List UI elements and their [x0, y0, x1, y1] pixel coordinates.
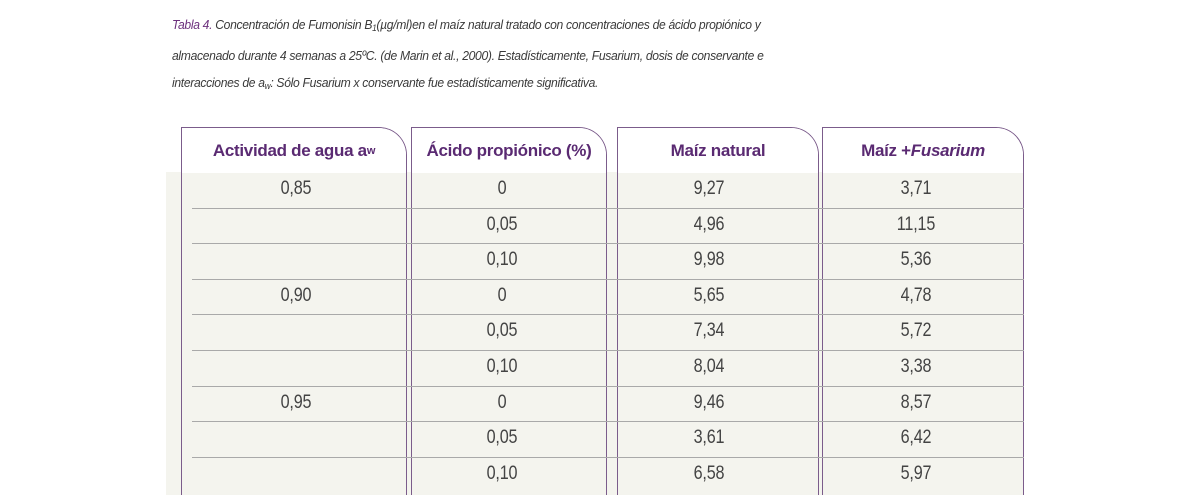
cell-propionic-acid: 0,10	[486, 356, 518, 377]
column-natural-maize: Maíz natural	[617, 127, 819, 495]
header-water-activity-sub: w	[366, 144, 376, 157]
caption-line3-rest: : Sólo Fusarium x conservante fue estadí…	[270, 75, 599, 90]
header-propionic-acid: Ácido propiónico (%)	[412, 128, 606, 173]
cell-maize-fusarium: 5,36	[900, 249, 932, 270]
caption-line3-text: interacciones de a	[172, 75, 265, 90]
caption-line1-sub: 1	[372, 23, 377, 33]
cell-water-activity: 0,95	[280, 392, 312, 413]
caption-line-2: almacenado durante 4 semanas a 25ºC. (de…	[172, 48, 764, 63]
cell-propionic-acid: 0,10	[486, 249, 518, 270]
cell-propionic-acid: 0,05	[486, 427, 518, 448]
cell-propionic-acid: 0	[497, 178, 507, 199]
header-natural-maize: Maíz natural	[618, 128, 818, 173]
column-propionic-acid: Ácido propiónico (%)	[411, 127, 607, 495]
cell-natural-maize: 9,98	[693, 249, 725, 270]
cell-propionic-acid: 0,05	[486, 320, 518, 341]
cell-natural-maize: 8,04	[693, 356, 725, 377]
cell-maize-fusarium: 6,42	[900, 427, 932, 448]
cell-propionic-acid: 0,05	[486, 214, 518, 235]
row-divider	[192, 421, 1024, 422]
cell-maize-fusarium: 4,78	[900, 285, 932, 306]
cell-natural-maize: 5,65	[693, 285, 725, 306]
cell-maize-fusarium: 5,72	[900, 320, 932, 341]
caption-line-3: interacciones de aw: Sólo Fusarium x con…	[172, 69, 779, 100]
cell-propionic-acid: 0	[497, 285, 507, 306]
header-water-activity-text: Actividad de agua a	[212, 140, 367, 160]
row-divider	[192, 457, 1024, 458]
caption-line-1: Tabla 4. Concentración de Fumonisin B1(µ…	[172, 11, 779, 42]
row-divider	[192, 386, 1024, 387]
caption-line1-text: Concentración de Fumonisin B	[215, 17, 373, 32]
cell-maize-fusarium: 3,71	[900, 178, 932, 199]
row-divider	[192, 279, 1024, 280]
cell-maize-fusarium: 11,15	[896, 214, 936, 235]
table-body-background	[166, 172, 1024, 495]
header-maize-fusarium-em: Fusarium	[910, 140, 985, 160]
caption-line1-rest: (µg/ml)en el maíz natural tratado con co…	[376, 17, 761, 32]
cell-propionic-acid: 0	[497, 392, 507, 413]
row-divider	[192, 243, 1024, 244]
row-divider	[192, 314, 1024, 315]
caption-line3-sub: w	[264, 81, 271, 91]
row-divider	[192, 208, 1024, 209]
cell-natural-maize: 4,96	[693, 214, 725, 235]
cell-natural-maize: 3,61	[693, 427, 725, 448]
cell-water-activity: 0,85	[280, 178, 312, 199]
column-maize-fusarium: Maíz + Fusarium	[822, 127, 1024, 495]
header-maize-fusarium: Maíz + Fusarium	[823, 128, 1023, 173]
header-maize-fusarium-pre: Maíz +	[861, 140, 911, 160]
cell-maize-fusarium: 8,57	[900, 392, 932, 413]
caption-label: Tabla 4.	[172, 17, 213, 32]
cell-natural-maize: 9,27	[693, 178, 725, 199]
cell-maize-fusarium: 5,97	[900, 463, 932, 484]
cell-water-activity: 0,90	[280, 285, 312, 306]
cell-natural-maize: 9,46	[693, 392, 725, 413]
cell-natural-maize: 6,58	[693, 463, 725, 484]
cell-natural-maize: 7,34	[693, 320, 725, 341]
cell-maize-fusarium: 3,38	[900, 356, 932, 377]
cell-propionic-acid: 0,10	[486, 463, 518, 484]
table-caption: Tabla 4. Concentración de Fumonisin B1(µ…	[172, 11, 779, 100]
row-divider	[192, 350, 1024, 351]
